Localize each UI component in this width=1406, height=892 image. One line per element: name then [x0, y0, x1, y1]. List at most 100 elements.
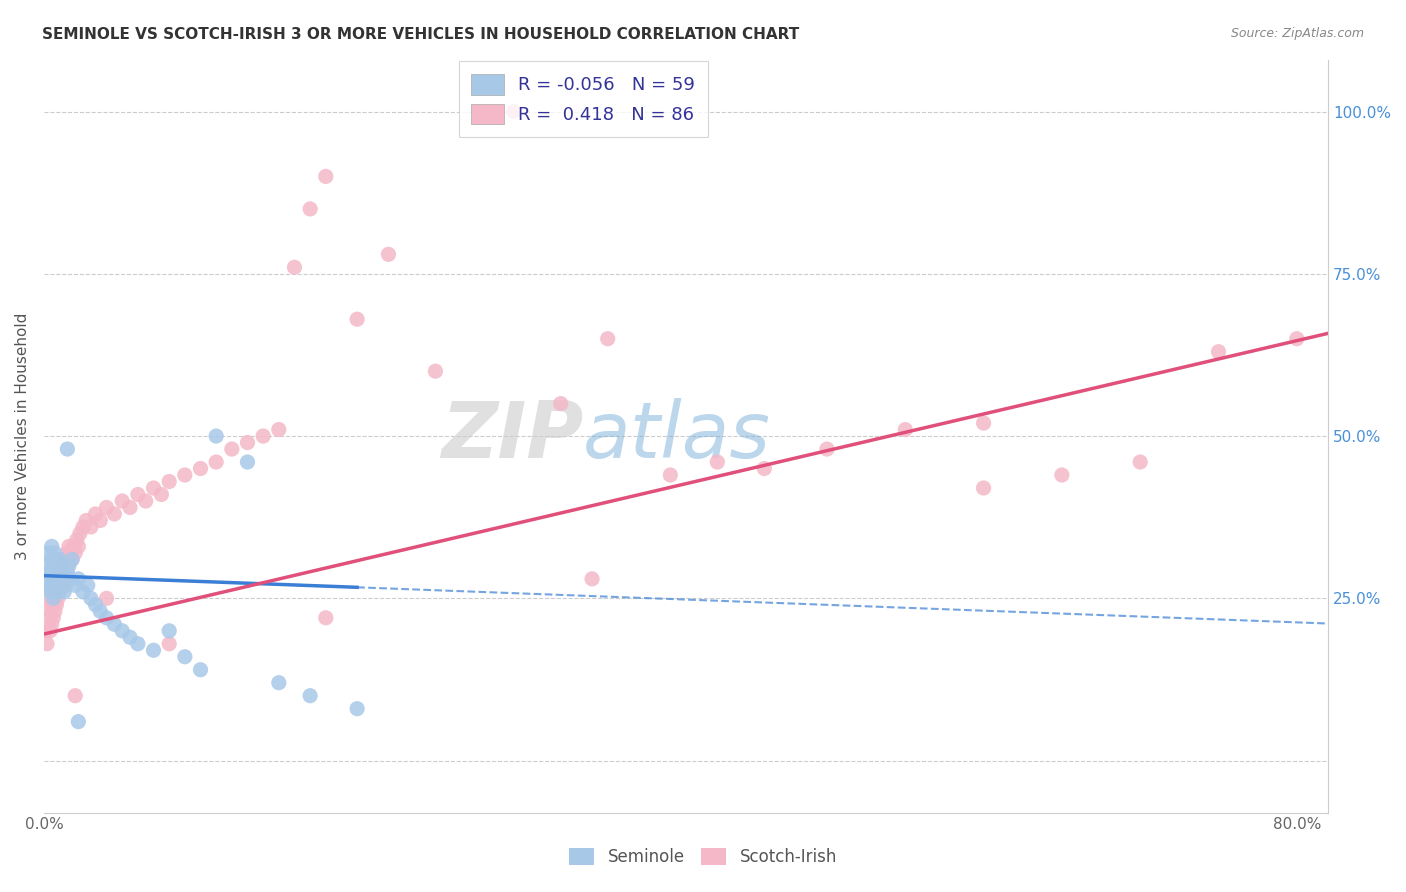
Point: [67, 714, 90, 729]
Legend: R = -0.056   N = 59, R =  0.418   N = 86: R = -0.056 N = 59, R = 0.418 N = 86: [458, 61, 707, 137]
Point: [44, 591, 66, 606]
Point: [39, 585, 62, 599]
Point: [894, 423, 917, 437]
Point: [39, 624, 62, 638]
Point: [815, 442, 838, 456]
Point: [96, 591, 118, 606]
Point: [42, 591, 65, 606]
Point: [49, 558, 72, 573]
Point: [46, 558, 69, 573]
Point: [267, 675, 290, 690]
Point: [205, 429, 228, 443]
Point: [236, 455, 259, 469]
Point: [49, 572, 72, 586]
Point: [60, 552, 83, 566]
Point: [72, 585, 94, 599]
Point: [142, 481, 165, 495]
Point: [41, 540, 63, 554]
Point: [111, 494, 134, 508]
Point: [471, 104, 494, 119]
Point: [60, 552, 83, 566]
Point: [58, 558, 80, 573]
Point: [48, 566, 70, 580]
Point: [76, 578, 98, 592]
Point: [45, 598, 67, 612]
Point: [66, 533, 89, 547]
Point: [1285, 332, 1308, 346]
Point: [41, 617, 63, 632]
Point: [39, 604, 62, 618]
Point: [1208, 344, 1230, 359]
Point: [42, 558, 65, 573]
Point: [299, 202, 322, 216]
Point: [127, 637, 149, 651]
Point: [205, 455, 228, 469]
Point: [44, 572, 66, 586]
Point: [46, 585, 69, 599]
Point: [45, 578, 67, 592]
Point: [55, 552, 77, 566]
Point: [38, 558, 60, 573]
Point: [315, 169, 337, 184]
Point: [706, 455, 728, 469]
Point: [754, 461, 776, 475]
Point: [69, 526, 91, 541]
Point: [59, 546, 82, 560]
Point: [45, 566, 67, 580]
Text: ZIP: ZIP: [441, 398, 583, 474]
Point: [49, 572, 72, 586]
Point: [38, 611, 60, 625]
Point: [44, 585, 66, 599]
Point: [118, 630, 141, 644]
Point: [48, 578, 70, 592]
Point: [58, 540, 80, 554]
Point: [46, 572, 69, 586]
Point: [659, 468, 682, 483]
Point: [41, 598, 63, 612]
Point: [53, 572, 76, 586]
Point: [173, 468, 195, 483]
Text: SEMINOLE VS SCOTCH-IRISH 3 OR MORE VEHICLES IN HOUSEHOLD CORRELATION CHART: SEMINOLE VS SCOTCH-IRISH 3 OR MORE VEHIC…: [42, 27, 800, 42]
Point: [44, 572, 66, 586]
Point: [44, 546, 66, 560]
Point: [315, 611, 337, 625]
Point: [973, 481, 995, 495]
Point: [67, 540, 90, 554]
Point: [1050, 468, 1073, 483]
Point: [84, 507, 107, 521]
Point: [45, 552, 67, 566]
Point: [46, 572, 69, 586]
Point: [38, 546, 60, 560]
Point: [38, 591, 60, 606]
Point: [42, 611, 65, 625]
Point: [63, 689, 86, 703]
Point: [1129, 455, 1152, 469]
Point: [75, 513, 97, 527]
Point: [41, 578, 63, 592]
Point: [49, 558, 72, 573]
Point: [596, 332, 619, 346]
Point: [80, 591, 103, 606]
Point: [48, 578, 70, 592]
Point: [48, 552, 70, 566]
Point: [34, 578, 56, 592]
Point: [135, 494, 157, 508]
Point: [190, 663, 212, 677]
Point: [53, 572, 76, 586]
Point: [236, 435, 259, 450]
Point: [84, 598, 107, 612]
Point: [55, 566, 77, 580]
Point: [221, 442, 243, 456]
Point: [89, 604, 111, 618]
Text: Source: ZipAtlas.com: Source: ZipAtlas.com: [1230, 27, 1364, 40]
Point: [550, 396, 572, 410]
Point: [56, 566, 79, 580]
Point: [425, 364, 447, 378]
Point: [52, 578, 75, 592]
Point: [267, 423, 290, 437]
Point: [35, 572, 58, 586]
Point: [502, 104, 524, 119]
Point: [157, 624, 180, 638]
Point: [142, 643, 165, 657]
Point: [63, 578, 86, 592]
